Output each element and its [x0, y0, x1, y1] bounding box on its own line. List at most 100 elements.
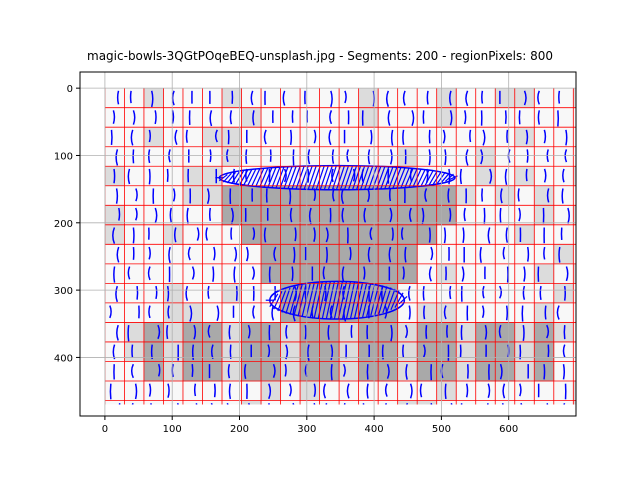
region-fill [280, 322, 301, 343]
rim-hatch [396, 167, 406, 189]
y-tick-label: 0 [67, 84, 73, 95]
region-fill [261, 361, 282, 382]
base-hatch [281, 287, 291, 313]
contour-line [556, 305, 560, 320]
contour-line [390, 129, 394, 146]
region-fill [495, 341, 516, 362]
region-fill [475, 361, 496, 382]
base-hatch [349, 281, 360, 319]
region-fill [261, 341, 282, 362]
region-fill [280, 341, 301, 362]
contour-line [289, 207, 293, 223]
contour-line [406, 402, 409, 405]
contour-line [363, 207, 367, 224]
contour-line [174, 129, 178, 145]
region-fill [319, 205, 340, 226]
region-fill [280, 224, 301, 245]
contour-line [543, 168, 547, 183]
contour-line [289, 129, 293, 145]
region-fill [202, 127, 223, 148]
region-fill [417, 205, 438, 226]
region-fill [163, 224, 184, 245]
contour-line [501, 403, 504, 405]
contour-line [247, 324, 251, 339]
rim-hatch [392, 167, 402, 189]
region-fill [163, 341, 184, 362]
rim-hatch [255, 168, 265, 188]
region-fill [222, 205, 243, 226]
contour-line [243, 363, 247, 380]
contour-line [537, 90, 540, 105]
contour-line [150, 403, 152, 405]
region-fill [202, 322, 223, 343]
contour-line [313, 227, 316, 243]
contour-line [426, 90, 429, 105]
region-fill [202, 185, 223, 206]
base-hatch [333, 281, 344, 320]
region-fill [358, 263, 379, 284]
region-fill [163, 322, 184, 343]
contour-line [565, 129, 568, 146]
contour-line [226, 402, 229, 405]
contour-line [227, 363, 231, 379]
base-hatch [289, 285, 299, 315]
region-fill [436, 302, 457, 323]
region-fill [339, 361, 360, 382]
contour-line [469, 129, 472, 143]
rim-hatch [420, 169, 430, 186]
contour-line [583, 130, 585, 145]
contour-line [430, 403, 433, 405]
region-fill [495, 322, 516, 343]
region-fill [456, 341, 477, 362]
region-fill [514, 322, 535, 343]
region-fill [397, 341, 418, 362]
contour-line [518, 207, 521, 222]
region-fill [397, 166, 418, 187]
contour-line [273, 246, 277, 262]
contour-line [487, 403, 489, 405]
contour-line [546, 188, 550, 203]
contour-line [322, 266, 326, 280]
region-fill [202, 341, 223, 362]
region-fill [553, 283, 574, 304]
region-fill [436, 107, 457, 128]
contour-line [390, 324, 393, 342]
contour-line [127, 168, 131, 185]
contour-line [228, 383, 232, 400]
contour-line [313, 129, 317, 144]
contour-line [389, 207, 393, 223]
rim-hatch [291, 166, 301, 190]
rim-hatch [384, 166, 394, 189]
contour-line [208, 207, 212, 222]
region-fill [436, 185, 457, 206]
contour-line [341, 207, 345, 223]
base-hatch [358, 282, 368, 318]
contour-line [408, 207, 412, 223]
contour-line [292, 402, 295, 405]
contour-line [447, 188, 450, 203]
rim-hatch [416, 168, 426, 187]
rim-hatch [230, 171, 241, 185]
contour-line [370, 129, 373, 145]
region-fill [573, 166, 577, 187]
contour-line [588, 188, 590, 202]
region-fill [378, 205, 399, 226]
contour-line [499, 285, 503, 299]
base-hatch [309, 282, 319, 319]
contour-line [579, 364, 580, 376]
region-fill [514, 88, 535, 109]
contour-line [267, 344, 271, 358]
y-tick-label: 400 [54, 353, 73, 364]
contour-line [230, 227, 233, 240]
axes-frame [79, 71, 577, 417]
region-fill [124, 322, 145, 343]
region-fill [241, 224, 262, 245]
region-fill [300, 224, 321, 245]
contour-line [523, 266, 526, 282]
rim-hatch [440, 172, 450, 183]
region-fill [514, 127, 535, 148]
contour-line [294, 227, 297, 242]
region-fill [495, 361, 516, 382]
region-fill [339, 263, 360, 284]
contour-line [304, 325, 307, 340]
